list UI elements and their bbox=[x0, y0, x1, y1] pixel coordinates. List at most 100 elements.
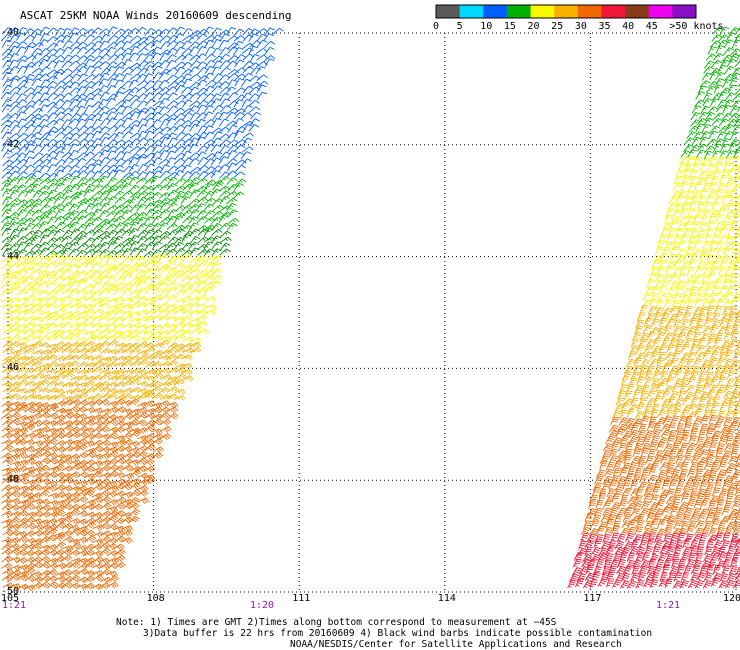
wind-barb bbox=[54, 576, 67, 583]
wind-barb bbox=[9, 497, 21, 505]
wind-barb bbox=[61, 530, 74, 537]
wind-barb bbox=[113, 426, 126, 434]
wind-barb bbox=[711, 572, 723, 581]
wind-barb bbox=[723, 475, 734, 484]
wind-barb bbox=[227, 124, 238, 133]
wind-barb bbox=[197, 99, 209, 108]
wind-barb bbox=[227, 69, 240, 76]
wind-barb bbox=[615, 428, 625, 438]
wind-barb bbox=[137, 381, 149, 387]
wind-barb bbox=[569, 573, 580, 582]
wind-barb bbox=[54, 182, 65, 191]
wind-barb bbox=[83, 465, 95, 473]
wind-barb bbox=[46, 182, 58, 191]
note-line-1: Note: 1) Times are GMT 2)Times along bot… bbox=[116, 617, 557, 628]
wind-barb bbox=[688, 513, 700, 522]
wind-barb bbox=[121, 248, 132, 257]
wind-barb bbox=[713, 255, 724, 264]
wind-barb bbox=[61, 515, 73, 523]
wind-barb bbox=[91, 249, 103, 257]
wind-barb bbox=[122, 88, 134, 95]
wind-barb bbox=[680, 319, 690, 329]
wind-barb bbox=[724, 182, 733, 192]
wind-barb bbox=[632, 418, 643, 427]
wind-barb bbox=[1, 177, 14, 185]
wind-barb bbox=[693, 416, 704, 425]
wind-barb bbox=[121, 40, 132, 50]
wind-barb bbox=[158, 158, 171, 165]
wind-barb bbox=[211, 117, 222, 127]
wind-barb bbox=[197, 260, 208, 269]
chart-title: ASCAT 25KM NOAA Winds 20160609 descendin… bbox=[20, 9, 292, 22]
wind-barb bbox=[687, 351, 698, 360]
wind-barb bbox=[106, 84, 117, 94]
wind-barb bbox=[707, 500, 717, 510]
wind-barb bbox=[121, 47, 133, 55]
wind-barb bbox=[16, 261, 28, 269]
wind-barb bbox=[701, 124, 712, 133]
wind-barb bbox=[707, 272, 716, 282]
wind-barb bbox=[83, 340, 96, 348]
wind-barb bbox=[1, 104, 13, 113]
wind-barb bbox=[128, 334, 141, 342]
wind-barb bbox=[77, 489, 89, 497]
wind-barb bbox=[650, 435, 661, 444]
wind-barb bbox=[721, 396, 732, 406]
wind-barb bbox=[711, 285, 721, 295]
wind-barb bbox=[638, 371, 647, 381]
wind-barb bbox=[158, 113, 170, 121]
wind-barb bbox=[16, 209, 27, 218]
wind-barb bbox=[130, 35, 142, 42]
wind-barb bbox=[91, 407, 104, 415]
wind-barb bbox=[150, 274, 162, 283]
wind-barb bbox=[712, 92, 723, 101]
wind-barb bbox=[182, 99, 193, 108]
wind-barb bbox=[99, 209, 110, 219]
wind-barb bbox=[106, 387, 119, 394]
wind-barb bbox=[628, 377, 638, 387]
wind-barb bbox=[68, 332, 81, 340]
wind-barb bbox=[98, 413, 110, 421]
wind-barb bbox=[605, 519, 615, 529]
wind-barb bbox=[175, 373, 187, 380]
wind-barb bbox=[150, 191, 163, 199]
wind-barb bbox=[672, 350, 682, 360]
wind-barb bbox=[99, 328, 112, 335]
wind-barb bbox=[167, 176, 178, 185]
wind-barb bbox=[136, 137, 148, 145]
wind-barb bbox=[1, 452, 13, 460]
wind-barb bbox=[671, 527, 683, 536]
wind-barb bbox=[683, 168, 692, 178]
wind-barb bbox=[84, 42, 97, 49]
wind-barb bbox=[686, 442, 697, 451]
wind-barb bbox=[702, 98, 713, 107]
wind-barb bbox=[234, 144, 246, 152]
wind-barb bbox=[1, 48, 13, 56]
wind-barb bbox=[54, 150, 65, 160]
wind-barb bbox=[735, 364, 740, 373]
wind-barb bbox=[136, 401, 149, 409]
wind-barb bbox=[663, 332, 674, 341]
wind-barb bbox=[106, 523, 119, 531]
wind-barb bbox=[151, 260, 162, 269]
wind-barb bbox=[31, 308, 44, 315]
wind-barb bbox=[723, 417, 733, 427]
wind-barb bbox=[715, 415, 726, 425]
wind-barb bbox=[39, 478, 52, 485]
x-tick-label: 105 bbox=[1, 593, 20, 604]
wind-barb bbox=[643, 351, 654, 360]
wind-barb bbox=[99, 536, 112, 543]
wind-barb bbox=[735, 311, 740, 321]
wind-barb bbox=[32, 190, 43, 199]
wind-barb bbox=[85, 451, 97, 458]
wind-barb bbox=[83, 427, 96, 434]
wind-barb bbox=[47, 404, 59, 412]
wind-barb bbox=[643, 488, 653, 497]
wind-barb bbox=[717, 64, 727, 74]
wind-barb bbox=[1, 336, 13, 342]
wind-barb bbox=[619, 552, 628, 562]
wind-barb bbox=[9, 438, 22, 445]
wind-barb bbox=[713, 507, 723, 517]
wind-barb bbox=[84, 407, 96, 414]
wind-barb bbox=[92, 517, 104, 525]
